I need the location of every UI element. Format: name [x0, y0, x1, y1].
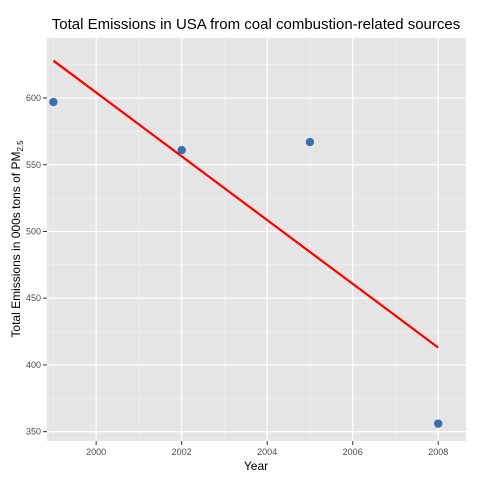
data-points: [49, 97, 443, 428]
data-point: [177, 145, 186, 155]
minor-gridlines: [47, 38, 466, 441]
x-tick-label: 2000: [86, 447, 106, 457]
fit-line: [52, 59, 439, 349]
y-tick-label: 450: [26, 293, 41, 303]
y-axis-title-main: Total Emissions in 000s tons of PM: [9, 152, 23, 338]
y-tick-label: 350: [26, 427, 41, 437]
x-tick-label: 2004: [257, 447, 277, 457]
x-tick-label: 2008: [428, 447, 448, 457]
fit-line-layer: [52, 59, 439, 349]
y-axis-ticks: 350 400 450 500 550 600: [26, 93, 47, 437]
data-point: [49, 97, 58, 107]
data-point: [434, 419, 443, 428]
chart-title: Total Emissions in USA from coal combust…: [52, 16, 461, 33]
x-tick-label: 2002: [172, 447, 192, 457]
y-tick-label: 500: [26, 226, 41, 236]
x-tick-label: 2006: [343, 447, 363, 457]
y-tick-label: 600: [26, 93, 41, 103]
x-axis-title: Year: [244, 459, 268, 473]
y-tick-label: 550: [26, 160, 41, 170]
y-tick-label: 400: [26, 360, 41, 370]
y-axis-title-subscript: 2.5: [16, 140, 25, 152]
x-axis-ticks: 2000 2002 2004 2006 2008: [86, 441, 448, 457]
major-gridlines: [47, 38, 466, 441]
y-axis-title: Total Emissions in 000s tons of PM2.5: [9, 140, 25, 338]
plot-panel: [47, 38, 466, 441]
data-point: [305, 137, 315, 147]
